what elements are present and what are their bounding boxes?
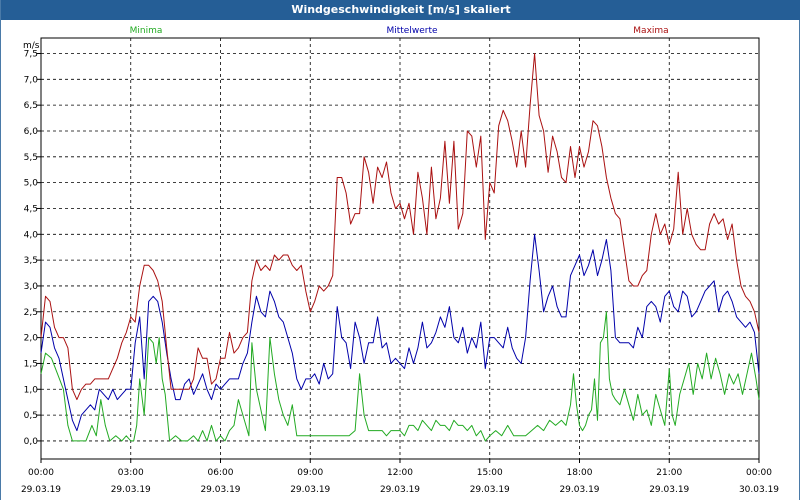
y-tick-label: 3,5 [24,256,38,266]
y-tick-label: 4,0 [24,230,39,240]
y-tick-label: 7,0 [24,75,39,85]
legend: Minima Mittelwerte Maxima [130,26,669,36]
x-tick-date: 29.03.19 [559,485,599,495]
x-tick-date: 29.03.19 [470,485,510,495]
x-tick-time: 00:00 [746,468,772,478]
y-tick-label: 0,0 [24,437,39,447]
y-tick-label: 2,0 [24,334,39,344]
grid [40,37,760,460]
x-tick-time: 15:00 [477,468,503,478]
x-tick-time: 18:00 [567,468,593,478]
legend-item-minima: Minima [130,26,163,36]
x-tick-time: 12:00 [387,468,413,478]
x-tick-time: 06:00 [208,468,234,478]
x-tick-date: 30.03.19 [739,485,779,495]
y-tick-label: 2,5 [24,308,38,318]
x-tick-time: 21:00 [656,468,682,478]
x-axis: 00:00 29.03.19 03:00 29.03.19 06:00 29.03.19 0… [21,459,779,495]
y-tick-label: 0,5 [24,411,38,421]
x-tick-time: 09:00 [297,468,323,478]
y-tick-label: 1,0 [24,385,39,395]
y-tick-label: 5,0 [24,179,39,189]
x-tick-time: 03:00 [118,468,144,478]
y-tick-label: 7,5 [24,49,38,59]
series-line-maxima [40,53,760,401]
x-tick-time: 00:00 [28,468,54,478]
legend-item-maxima: Maxima [633,26,668,36]
legend-item-mittelwerte: Mittelwerte [386,26,437,36]
series-lines [40,53,760,442]
x-tick-date: 29.03.19 [200,485,240,495]
x-tick-date: 29.03.19 [380,485,420,495]
x-tick-date: 29.03.19 [649,485,689,495]
y-tick-label: 6,5 [24,101,38,111]
x-tick-date: 29.03.19 [21,485,61,495]
y-axis-unit: m/s [23,41,40,51]
y-tick-label: 5,5 [24,153,38,163]
y-tick-label: 1,5 [24,359,38,369]
x-tick-date: 29.03.19 [111,485,151,495]
y-tick-label: 6,0 [24,127,39,137]
series-line-minima [40,311,760,442]
x-tick-date: 29.03.19 [290,485,330,495]
y-axis: m/s 0,0 0,5 1,0 1,5 2,0 2,5 3,0 3,5 4,0 4,5 5,0 5,5 6… [23,41,41,447]
window-title: Windgeschwindigkeit [m/s] skaliert [1,0,800,20]
series-line-mittelwerte [40,233,760,432]
wind-speed-chart: m/s 0,0 0,5 1,0 1,5 2,0 2,5 3,0 3,5 4,0 4,5 5,0 5,5 6… [21,26,779,495]
y-tick-label: 4,5 [24,204,38,214]
y-tick-label: 3,0 [24,282,39,292]
